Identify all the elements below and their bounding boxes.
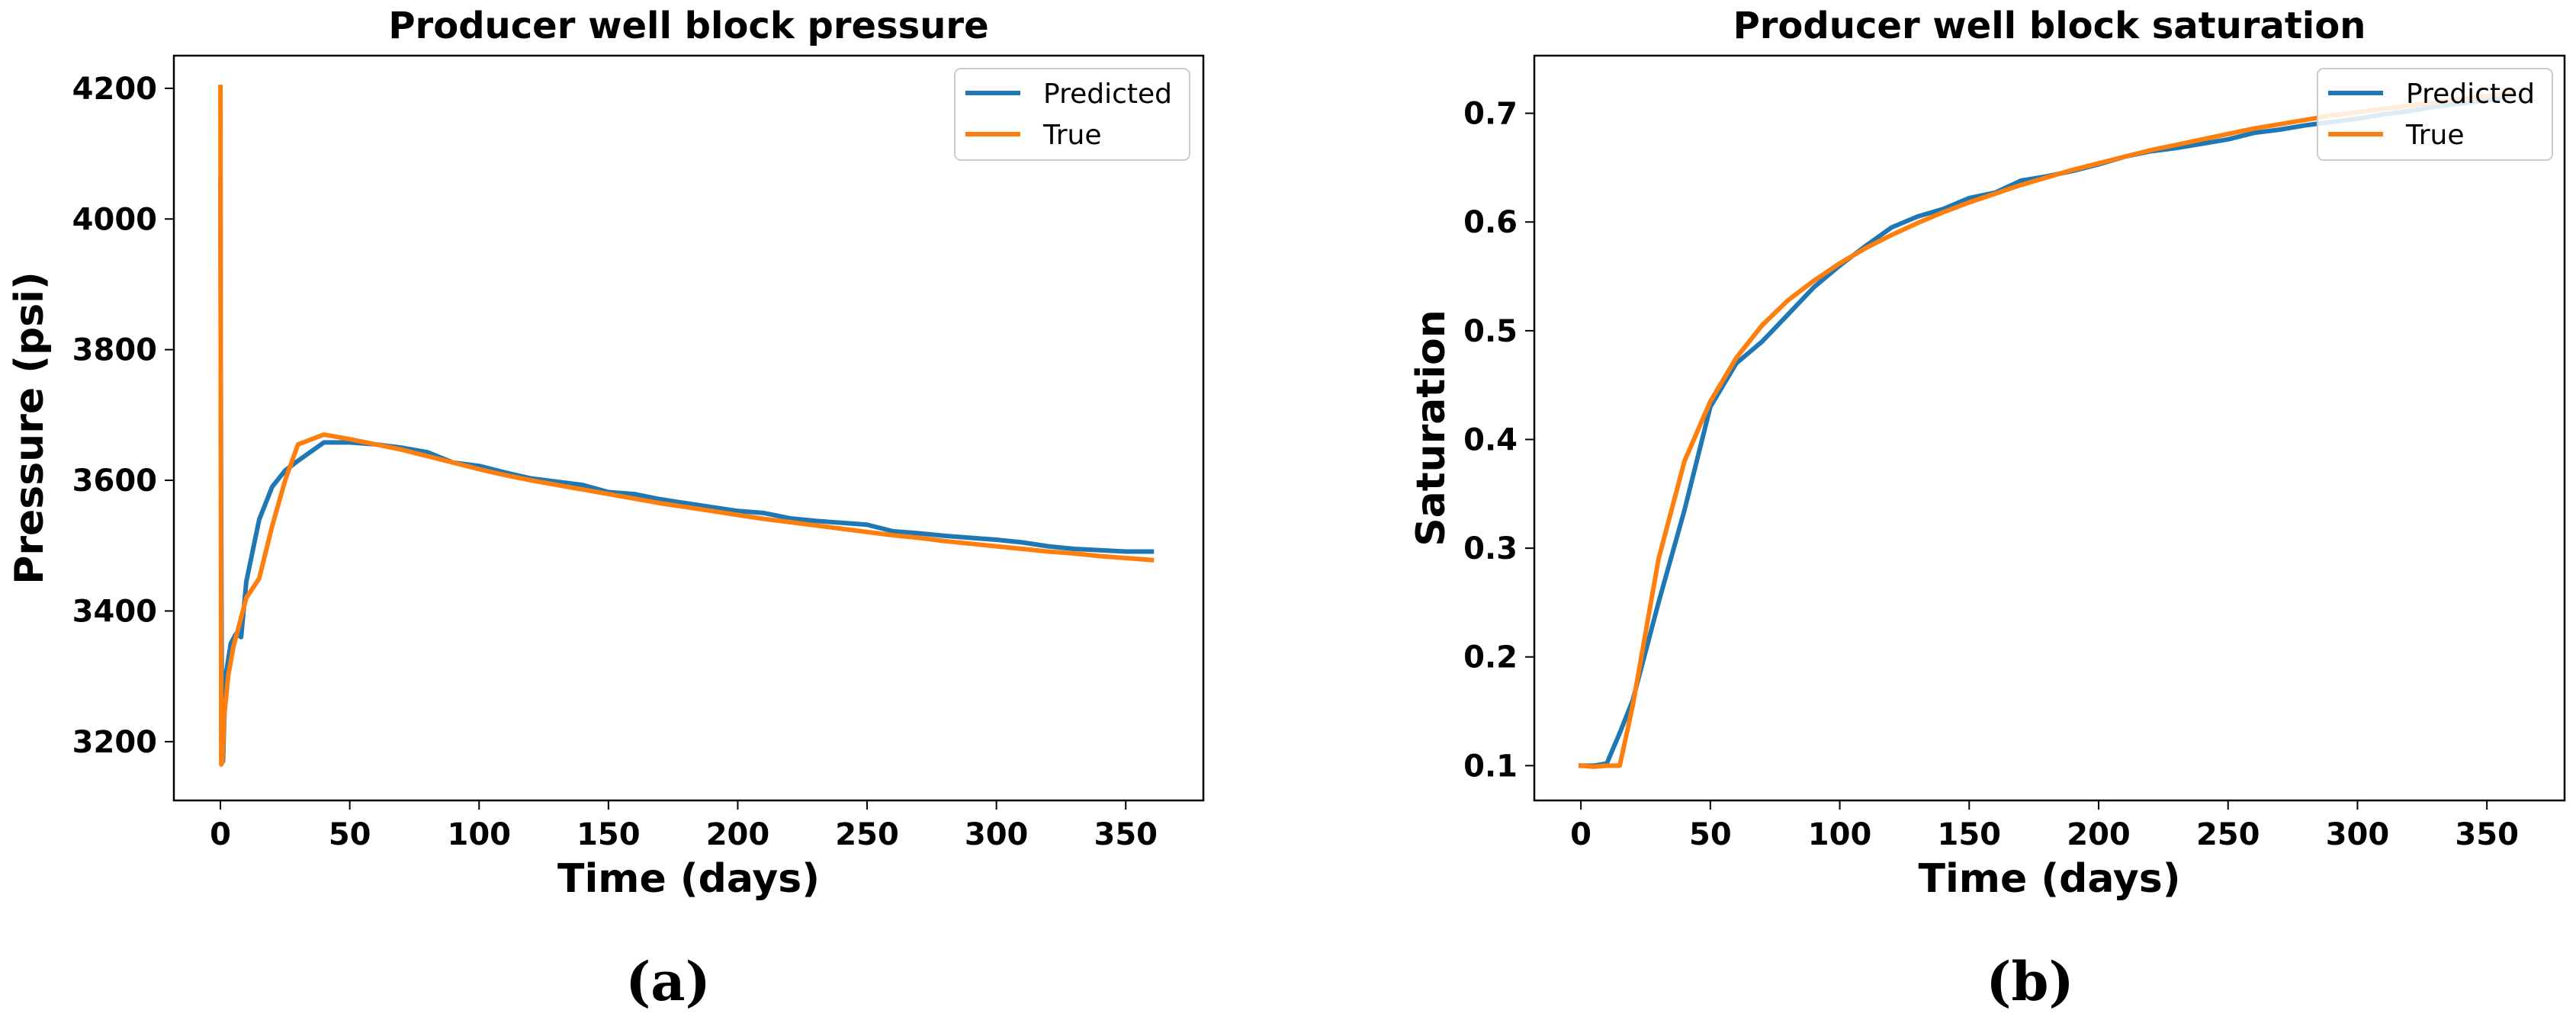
y-tick-label: 3400 [72, 594, 157, 629]
y-axis-label: Pressure (psi) [7, 271, 53, 585]
y-tick-label: 0.1 [1463, 749, 1518, 784]
x-tick-label: 350 [2455, 817, 2519, 852]
y-tick-label: 4200 [72, 72, 157, 107]
x-tick-label: 300 [965, 817, 1029, 852]
x-tick-label: 200 [706, 817, 770, 852]
pressure-chart: Producer well block pressure 0 50 100 150 200… [7, 5, 1205, 1013]
x-tick-label: 0 [210, 817, 231, 852]
legend-label-true: True [2405, 120, 2464, 151]
x-tick-label: 50 [1689, 817, 1732, 852]
y-tick-label: 3800 [72, 333, 157, 368]
series-line-true [1578, 90, 2516, 769]
x-axis-label: Time (days) [557, 856, 820, 902]
x-tick-label: 350 [1094, 817, 1158, 852]
legend: Predicted True [2317, 68, 2553, 161]
y-tick-label: 0.3 [1463, 531, 1518, 566]
x-tick-label: 0 [1570, 817, 1592, 852]
y-axis-label: Saturation [1408, 310, 1454, 547]
y-tick-label: 0.6 [1463, 205, 1518, 240]
y-tick-label: 4000 [72, 202, 157, 237]
x-tick-label: 100 [1808, 817, 1872, 852]
legend-label-true: True [1042, 120, 1101, 151]
figure-caption: (a) [625, 950, 711, 1013]
x-tick-label: 50 [329, 817, 371, 852]
x-tick-label: 200 [2067, 817, 2131, 852]
legend-label-predicted: Predicted [2406, 79, 2535, 110]
figure-caption: (b) [1986, 950, 2073, 1013]
legend-label-predicted: Predicted [1043, 79, 1172, 110]
x-tick-label: 150 [577, 817, 641, 852]
chart-title: Producer well block pressure [388, 5, 988, 47]
y-tick-label: 0.2 [1463, 640, 1518, 675]
legend: Predicted True [954, 68, 1190, 161]
chart-title: Producer well block saturation [1733, 5, 2366, 47]
x-tick-label: 250 [2196, 817, 2260, 852]
plot-frame [1533, 54, 2566, 802]
series-line-predicted [1579, 93, 2516, 768]
series-line-predicted [218, 177, 1155, 764]
y-tick-label: 0.7 [1463, 97, 1518, 132]
x-tick-label: 250 [835, 817, 899, 852]
y-tick-label: 0.5 [1463, 314, 1518, 349]
x-tick-label: 300 [2326, 817, 2390, 852]
x-tick-label: 100 [448, 817, 512, 852]
y-tick-label: 3200 [72, 725, 157, 760]
y-tick-label: 3600 [72, 463, 157, 499]
x-axis-label: Time (days) [1919, 856, 2181, 902]
plot-frame [172, 54, 1205, 802]
saturation-chart: Producer well block saturation 0 50 100 150 2… [1408, 5, 2566, 1013]
x-tick-label: 150 [1938, 817, 2002, 852]
y-tick-label: 0.4 [1463, 422, 1518, 457]
series-line-true [218, 85, 1155, 767]
